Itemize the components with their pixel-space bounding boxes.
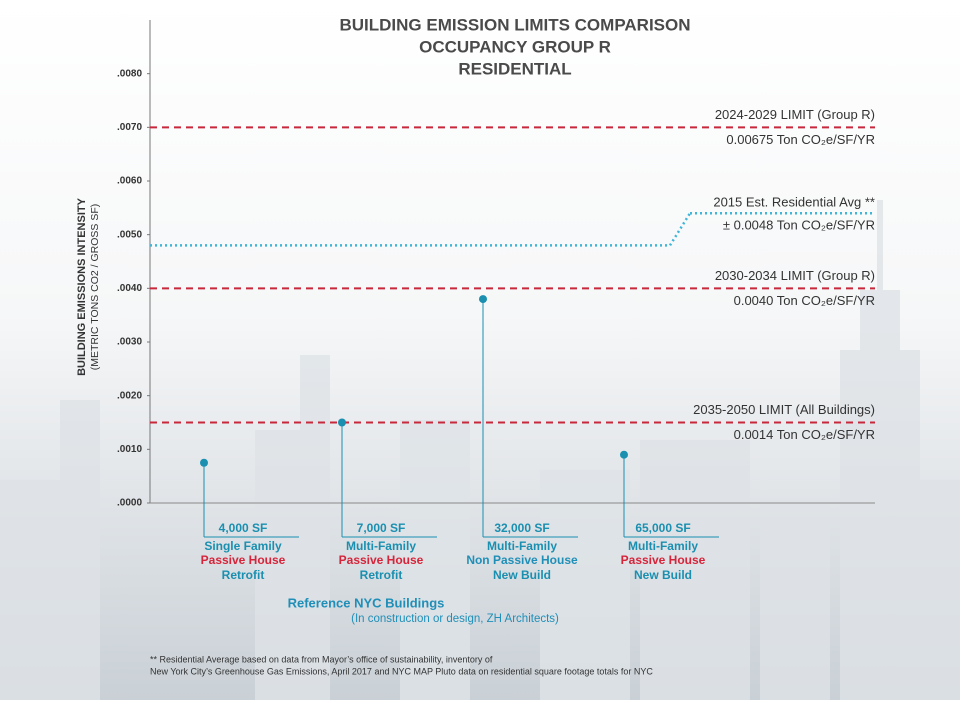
- building-type: Multi-Family: [487, 539, 557, 553]
- building-point: [479, 295, 487, 304]
- title-line: OCCUPANCY GROUP R: [419, 37, 611, 56]
- building-build: New Build: [493, 568, 551, 582]
- title: BUILDING EMISSION LIMITS COMPARISON OCCU…: [339, 15, 690, 78]
- y-tick-label: .0030: [117, 337, 142, 348]
- limit-note: 0.00675 Ton CO₂e/SF/YR: [726, 132, 875, 147]
- title-line: BUILDING EMISSION LIMITS COMPARISON: [339, 15, 690, 34]
- y-axis-title: BUILDING EMISSIONS INTENSITY: [76, 197, 88, 376]
- y-tick-label: .0020: [117, 390, 142, 401]
- limit-name: 2035-2050 LIMIT (All Buildings): [693, 402, 875, 417]
- building-point: [620, 450, 628, 459]
- title-line: RESIDENTIAL: [458, 59, 571, 78]
- x-axis-title: Reference NYC Buildings: [288, 595, 445, 610]
- y-tick-label: .0000: [117, 498, 142, 509]
- y-axis-subtitle: (METRIC TONS CO2 / GROSS SF): [89, 204, 101, 370]
- building-type: Single Family: [204, 539, 282, 553]
- y-tick-label: .0070: [117, 122, 142, 133]
- limit-note: 0.0040 Ton CO₂e/SF/YR: [734, 293, 875, 308]
- building-point: [200, 458, 208, 467]
- limit-name: 2030-2034 LIMIT (Group R): [715, 268, 875, 283]
- y-tick-label: .0010: [117, 444, 142, 455]
- building-build: New Build: [634, 568, 692, 582]
- x-axis-subtitle: (In construction or design, ZH Architect…: [351, 613, 559, 625]
- building-build: Retrofit: [222, 568, 265, 582]
- building-system: Passive House: [339, 553, 424, 567]
- footnote: New York City’s Greenhouse Gas Emissions…: [150, 666, 653, 676]
- building-size: 32,000 SF: [494, 521, 549, 535]
- y-tick-label: .0050: [117, 229, 142, 240]
- building-type: Multi-Family: [346, 539, 416, 553]
- footnote: ** Residential Average based on data fro…: [150, 654, 493, 664]
- limit-note: 0.0014 Ton CO₂e/SF/YR: [734, 427, 875, 442]
- building-size: 65,000 SF: [635, 521, 690, 535]
- building-system: Passive House: [621, 553, 706, 567]
- y-tick-label: .0060: [117, 176, 142, 187]
- building-size: 7,000 SF: [357, 521, 406, 535]
- y-tick-label: .0080: [117, 68, 142, 79]
- average-note: ± 0.0048 Ton CO₂e/SF/YR: [723, 218, 875, 233]
- building-size: 4,000 SF: [219, 521, 268, 535]
- building-type: Multi-Family: [628, 539, 698, 553]
- skyline: [0, 200, 960, 700]
- y-tick-label: .0040: [117, 283, 142, 294]
- building-system: Passive House: [201, 553, 286, 567]
- limit-name: 2024-2029 LIMIT (Group R): [715, 107, 875, 122]
- building-point: [338, 418, 346, 427]
- average-step: [668, 212, 692, 247]
- building-build: Retrofit: [360, 568, 403, 582]
- average-name: 2015 Est. Residential Avg **: [713, 195, 875, 210]
- building-system: Non Passive House: [466, 553, 578, 567]
